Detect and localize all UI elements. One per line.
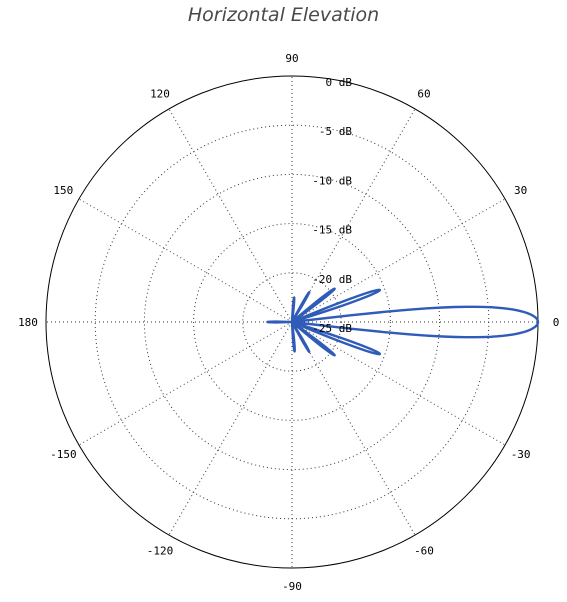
grid-ring <box>193 223 391 421</box>
angle-tick-label: 180 <box>18 316 38 329</box>
grid-spoke <box>168 108 293 323</box>
angle-tick-label: 30 <box>514 184 527 197</box>
chart-title: Horizontal Elevation <box>187 4 380 26</box>
grid-ring <box>143 173 441 471</box>
radial-tick-label: -5 dB <box>319 125 352 138</box>
angle-tick-label: -120 <box>147 545 174 558</box>
grid-spoke <box>291 321 416 536</box>
angle-tick-label: 0 <box>553 316 560 329</box>
grid-spoke <box>78 198 293 323</box>
grid-spoke <box>291 108 416 323</box>
radial-tick-label: -25 dB <box>312 322 352 335</box>
grid-spoke <box>291 321 506 446</box>
angle-tick-label: 150 <box>53 184 73 197</box>
angle-tick-label: -150 <box>50 448 77 461</box>
radiation-pattern <box>266 287 540 357</box>
grid-spoke <box>168 321 293 536</box>
angle-tick-label: -90 <box>282 580 302 593</box>
grid-ring <box>242 272 342 372</box>
angle-tick-label: -30 <box>511 448 531 461</box>
pattern-curve <box>266 287 540 357</box>
angle-tick-label: 90 <box>285 52 298 65</box>
radial-tick-label: 0 dB <box>326 76 353 89</box>
grid-spoke <box>291 198 506 323</box>
angle-tick-label: -60 <box>414 545 434 558</box>
angle-tick-label: 120 <box>150 87 170 100</box>
angle-tick-label: 60 <box>417 87 430 100</box>
radial-tick-label: -15 dB <box>312 224 352 237</box>
grid-spoke <box>78 321 293 446</box>
axis-labels: 0 30 60 90 120 150 180 -150 -120 -90 -60 -30 0 dB -5 … <box>18 52 559 593</box>
radial-tick-label: -20 dB <box>312 273 352 286</box>
radial-tick-label: -10 dB <box>312 174 352 187</box>
